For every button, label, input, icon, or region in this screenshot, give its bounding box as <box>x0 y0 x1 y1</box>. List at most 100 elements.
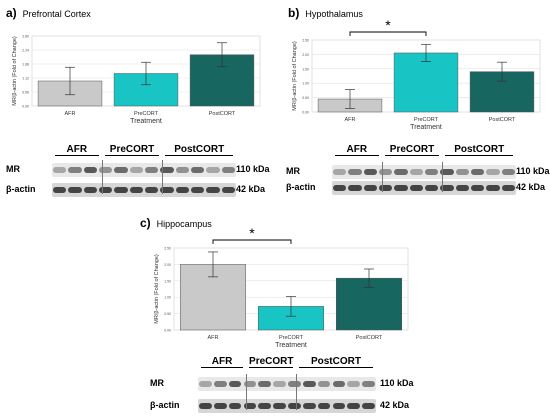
blot-separator <box>381 162 383 192</box>
blot-separator <box>101 160 103 194</box>
blot-band <box>394 169 408 175</box>
blot-band <box>302 403 316 409</box>
blot-group-postcort: PostCORT <box>298 356 373 368</box>
blot-row2-kda: 42 kDa <box>516 182 546 192</box>
blot-band <box>347 381 361 387</box>
chart-hippocampus: 0.00 0.50 1.00 1.50 2.00 2.50 MR/β-actin (Fold… <box>154 225 409 349</box>
blot-band <box>114 187 128 193</box>
panel-c-letter: c) <box>140 216 151 230</box>
blot-band <box>440 169 454 175</box>
blot-row1-label: MR <box>6 164 20 174</box>
blot-band <box>363 185 377 191</box>
y-tick-label: 1.12 <box>22 77 29 81</box>
blot-band <box>333 185 347 191</box>
y-tick-label: 0.00 <box>302 111 309 115</box>
blot-band <box>160 187 174 193</box>
blot-band <box>129 187 143 193</box>
significance-star: * <box>249 225 255 241</box>
blot-hypothalamus: AFR PreCORT PostCORT MR 110 kDa β-actin 42 kDa <box>280 140 550 210</box>
blot-band <box>348 169 362 175</box>
blot-band <box>53 167 67 173</box>
blot-band <box>317 403 331 409</box>
blot-band <box>486 169 500 175</box>
blot-band <box>425 185 439 191</box>
blot-band <box>258 381 272 387</box>
blot-band <box>333 169 347 175</box>
y-tick-label: 1.50 <box>164 279 171 283</box>
x-tick-label: PreCORT <box>279 335 304 341</box>
y-tick-label: 2.24 <box>22 49 29 53</box>
blot-band <box>83 187 97 193</box>
blot-row1-label: MR <box>286 166 300 176</box>
y-tick-label: 0.50 <box>164 312 171 316</box>
blot-band <box>409 185 423 191</box>
blot-row1-kda: 110 kDa <box>516 166 550 176</box>
blot-separator <box>162 160 164 194</box>
x-axis-label: Treatment <box>130 118 162 125</box>
blot-hippocampus: AFR PreCORT PostCORT MR 110 kDa β-actin 42 kDa <box>140 352 420 420</box>
blot-band <box>409 169 423 175</box>
chart-prefrontal: 0.00 0.56 1.12 1.68 2.24 2.80 MR/β-actin (Fold… <box>12 35 261 125</box>
blot-group-precort: PreCORT <box>104 144 160 156</box>
blot-band <box>83 167 97 173</box>
y-tick-label: 0.50 <box>302 96 309 100</box>
chart-hypothalamus: 0.00 0.50 1.00 1.50 2.00 2.50 MR/β-actin (Fold… <box>292 17 541 131</box>
blot-band <box>501 185 515 191</box>
blot-separator <box>246 374 248 410</box>
panel-a-label: a) Prefrontal Cortex <box>6 6 91 20</box>
blot-band <box>99 167 113 173</box>
x-tick-label: AFR <box>208 335 219 341</box>
blot-band <box>175 187 189 193</box>
blot-band <box>379 169 393 175</box>
blot-band <box>213 381 227 387</box>
blot-row1-strip <box>198 377 376 391</box>
blot-row1-kda: 110 kDa <box>380 378 414 388</box>
blot-band <box>243 381 257 387</box>
blot-group-afr: AFR <box>201 356 244 368</box>
y-axis-label: MR/β-actin (Fold of Change) <box>12 36 18 106</box>
blot-band <box>206 187 220 193</box>
blot-band <box>332 403 346 409</box>
y-tick-label: 2.00 <box>302 53 309 57</box>
panel-a-title: Prefrontal Cortex <box>22 9 91 19</box>
x-axis-label: Treatment <box>275 342 307 349</box>
panel-b-label: b) Hypothalamus <box>288 6 363 20</box>
blot-row2-label: β-actin <box>150 400 180 410</box>
blot-prefrontal: AFR PreCORT PostCORT MR 110 kDa β-actin 42 kDa <box>0 140 270 210</box>
blot-band <box>99 187 113 193</box>
blot-band <box>191 187 205 193</box>
x-axis-label: Treatment <box>410 124 442 131</box>
y-tick-label: 0.00 <box>164 329 171 333</box>
blot-row2-label: β-actin <box>6 184 36 194</box>
blot-group-precort: PreCORT <box>384 144 440 156</box>
blot-row1-label: MR <box>150 378 164 388</box>
blot-row1-kda: 110 kDa <box>236 164 270 174</box>
y-tick-label: 1.00 <box>302 82 309 86</box>
blot-group-afr: AFR <box>55 144 99 156</box>
blot-band <box>288 381 301 387</box>
blot-band <box>175 167 189 173</box>
y-tick-label: 2.50 <box>164 247 171 251</box>
blot-band <box>273 403 286 409</box>
y-tick-label: 2.80 <box>22 35 29 39</box>
blot-band <box>440 185 454 191</box>
panel-c: c) Hippocampus 0.00 0.50 1.00 1.50 2.00 2.50 MR… <box>140 212 420 420</box>
blot-band <box>317 381 331 387</box>
x-tick-label: AFR <box>65 111 76 117</box>
blot-separator <box>295 374 297 410</box>
blot-band <box>68 167 82 173</box>
significance-bracket <box>349 31 427 36</box>
blot-band <box>221 167 235 173</box>
blot-band <box>362 403 375 409</box>
blot-row1-strip <box>52 163 236 177</box>
blot-band <box>486 185 500 191</box>
blot-band <box>501 169 515 175</box>
blot-band <box>362 381 375 387</box>
blot-band <box>288 403 301 409</box>
x-tick-label: AFR <box>345 117 356 123</box>
x-tick-label: PreCORT <box>414 117 439 123</box>
panel-b-title: Hypothalamus <box>305 9 363 19</box>
panel-a: a) Prefrontal Cortex 0.00 0.56 1.12 1.68 2.24… <box>0 0 270 210</box>
blot-band <box>145 167 159 173</box>
y-axis-label: MR/β-actin (Fold of Change) <box>292 41 298 111</box>
